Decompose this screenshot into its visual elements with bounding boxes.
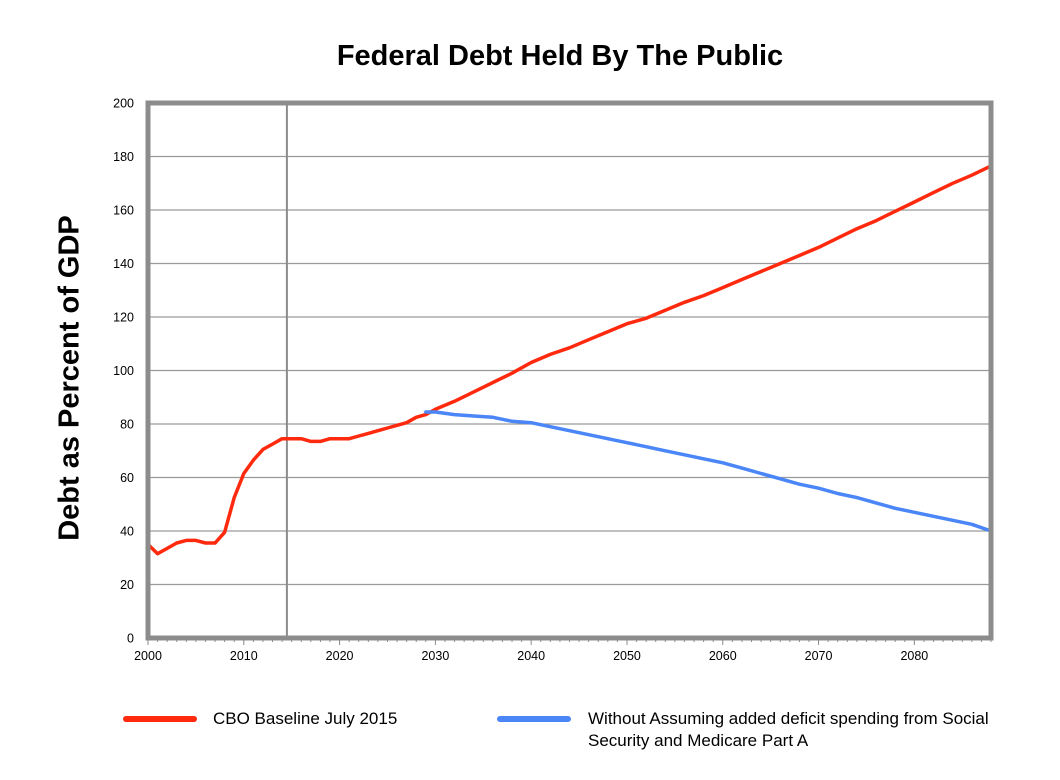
y-tick-label: 40 xyxy=(120,525,134,539)
series-line-without-added-spending xyxy=(424,410,993,533)
y-tick-label: 20 xyxy=(120,578,134,592)
y-tick-label: 120 xyxy=(113,311,134,325)
x-tick-label: 2040 xyxy=(517,649,545,663)
x-tick-label: 2080 xyxy=(900,649,928,663)
y-tick-label: 140 xyxy=(113,257,134,271)
x-tick-label: 2000 xyxy=(134,649,162,663)
y-tick-label: 60 xyxy=(120,471,134,485)
y-tick-label: 200 xyxy=(113,97,134,111)
y-tick-label: 100 xyxy=(113,364,134,378)
x-tick-label: 2070 xyxy=(805,649,833,663)
x-tick-label: 2020 xyxy=(326,649,354,663)
chart-title: Federal Debt Held By The Public xyxy=(336,40,784,72)
legend-label-cbo-baseline: CBO Baseline July 2015 xyxy=(213,709,398,728)
y-tick-label: 80 xyxy=(120,418,134,432)
y-tick-label: 160 xyxy=(113,204,134,218)
y-tick-label: 180 xyxy=(113,150,134,164)
x-tick-label: 2060 xyxy=(709,649,737,663)
x-tick-label: 2050 xyxy=(613,649,641,663)
legend-swatch-without-added-spending xyxy=(497,716,571,722)
plot-frame xyxy=(145,100,994,641)
legend-swatch-cbo-baseline xyxy=(123,716,197,722)
legend-label-without-added-spending: Without Assuming added deficit spending … xyxy=(588,709,989,750)
x-tick-label: 2030 xyxy=(421,649,449,663)
y-tick-label: 0 xyxy=(127,632,134,646)
x-tick-label: 2010 xyxy=(230,649,258,663)
